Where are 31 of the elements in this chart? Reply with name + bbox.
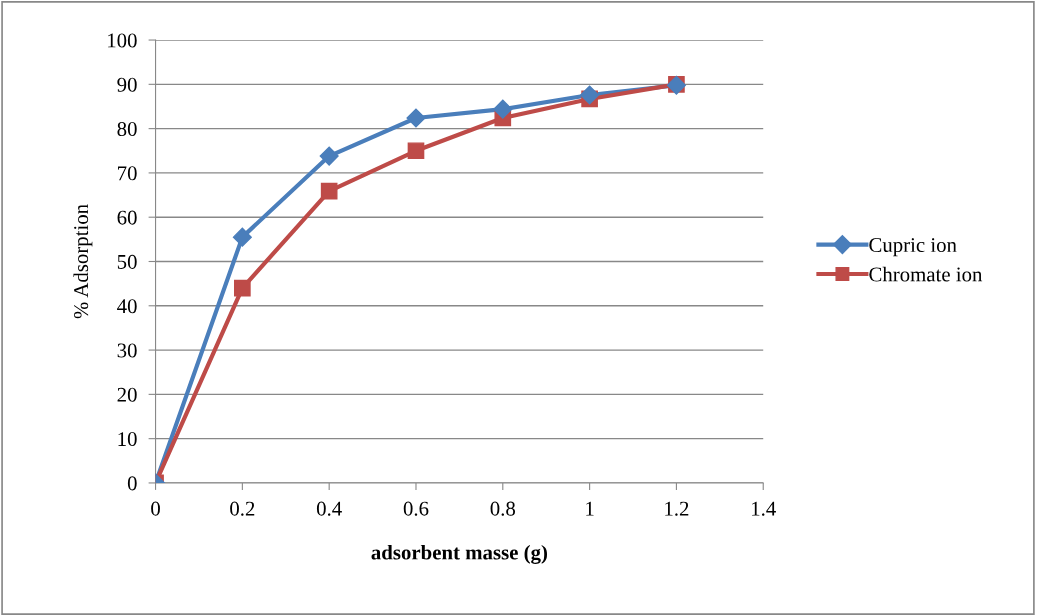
y-tick-label: 20	[117, 387, 137, 402]
y-tick-label: 80	[117, 121, 137, 137]
point	[580, 85, 600, 105]
x-tick-label: 0.2	[230, 501, 255, 516]
y-tick-label: 70	[118, 166, 137, 181]
x-tick-label: 0.4	[316, 501, 342, 516]
x-tick-label: 0.8	[490, 501, 516, 516]
point	[493, 99, 513, 119]
y-axis-title: % Adsorption	[73, 204, 93, 319]
legend-label: Cupric ion	[869, 238, 957, 257]
point	[319, 146, 339, 166]
y-tick-label: 100	[108, 33, 137, 48]
point	[407, 142, 425, 160]
x-axis-title: adsorbent masse (g)	[371, 544, 548, 564]
y-tick-label: 0	[127, 476, 137, 491]
y-tick-label: 40	[117, 299, 137, 314]
point	[406, 108, 426, 128]
x-tick-label: 1.4	[752, 501, 776, 516]
point	[234, 279, 251, 297]
legend-label: Chromate ion	[869, 266, 983, 282]
x-tick-label: 0.6	[403, 501, 429, 516]
y-tick-label: 60	[117, 210, 137, 225]
point	[320, 182, 338, 200]
point	[232, 227, 252, 247]
y-tick-label: 30	[117, 343, 137, 358]
x-tick-label: 1.2	[665, 501, 689, 516]
y-tick-label: 50	[117, 254, 137, 269]
x-tick-label: 1	[586, 501, 594, 516]
y-tick-label: 90	[117, 77, 137, 92]
x-tick-label: 0	[151, 501, 160, 516]
y-tick-label: 10	[118, 432, 137, 447]
